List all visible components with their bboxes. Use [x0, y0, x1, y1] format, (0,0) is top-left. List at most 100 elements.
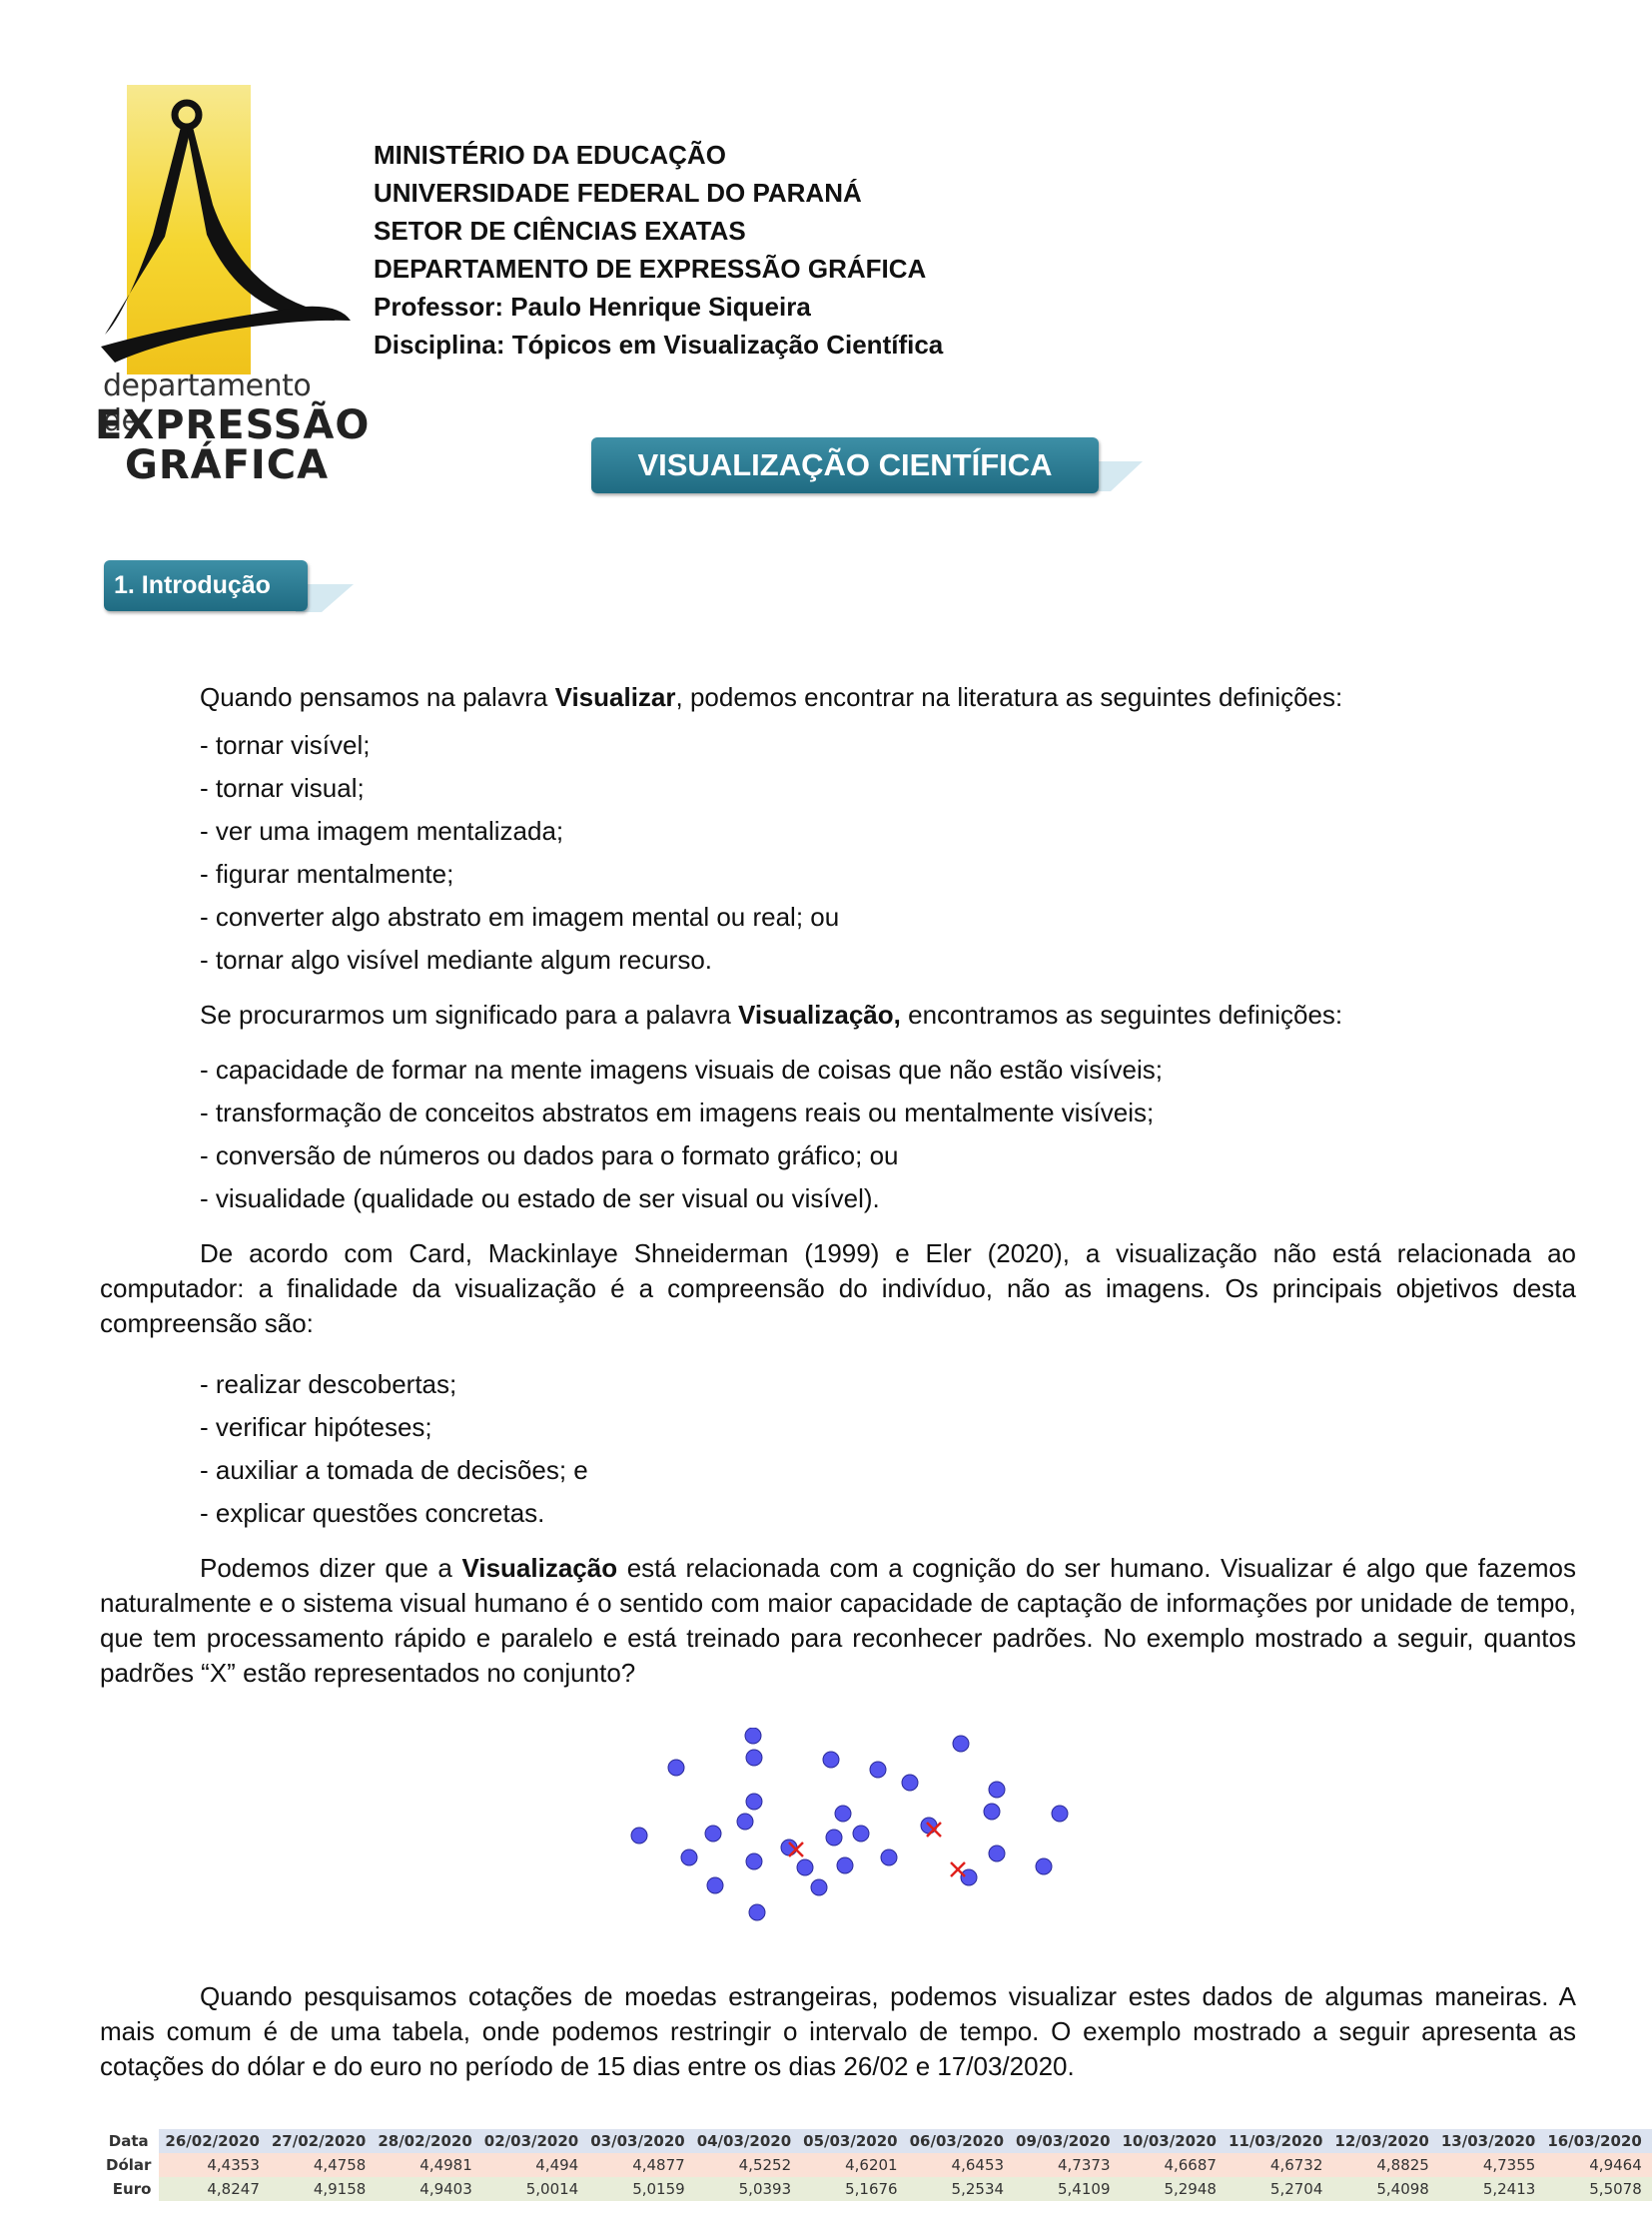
paragraph-4: Podemos dizer que a Visualização está re…	[100, 1551, 1576, 1691]
table-cell: 4,494	[477, 2153, 585, 2177]
text: está relacionada com a cognição do ser h…	[100, 1553, 1576, 1688]
pattern-figure	[630, 1728, 1069, 1921]
table-cell: 4,8247	[159, 2177, 266, 2201]
table-cell: 4,9158	[265, 2177, 373, 2201]
dot-mark	[988, 1844, 1006, 1862]
paragraph-3: De acordo com Card, Mackinlaye Shneiderm…	[100, 1236, 1576, 1341]
list-item: - auxiliar a tomada de decisões; e	[200, 1455, 588, 1485]
list-item: - figurar mentalmente;	[200, 859, 454, 889]
table-cell: 26/02/2020	[159, 2129, 266, 2153]
dot-mark	[1051, 1805, 1069, 1823]
table-cell: 5,0014	[477, 2177, 585, 2201]
table-cell: 5,5078	[1541, 2177, 1648, 2201]
table-cell: 4,8825	[1328, 2153, 1435, 2177]
text: encontramos as seguintes definições:	[900, 1000, 1343, 1030]
dot-mark	[745, 1749, 763, 1767]
bold-term: Visualização	[461, 1553, 618, 1583]
header-line: DEPARTAMENTO DE EXPRESSÃO GRÁFICA	[374, 254, 927, 284]
list-item: - converter algo abstrato em imagem ment…	[200, 902, 840, 932]
department-logo: departamento de EXPRESSÃO GRÁFICA	[95, 85, 369, 488]
dot-mark	[706, 1876, 724, 1894]
list-item: - verificar hipóteses;	[200, 1412, 432, 1442]
table-cell: 4,4353	[159, 2153, 266, 2177]
table-cell: 05/03/2020	[797, 2129, 904, 2153]
dot-mark	[901, 1774, 919, 1792]
text: Se procurarmos um significado para a pal…	[200, 1000, 739, 1030]
table-cell: 5,4109	[1010, 2177, 1117, 2201]
dot-mark	[825, 1829, 843, 1846]
section-banner-tail	[296, 584, 354, 612]
currency-rates-table: Data 26/02/2020 27/02/2020 28/02/2020 02/03/…	[100, 2129, 1652, 2201]
table-cell: 5,0393	[690, 2177, 798, 2201]
row-header: Data	[100, 2129, 160, 2153]
table-cell: 4,5252	[690, 2153, 798, 2177]
section-heading: 1. Introdução	[104, 560, 308, 611]
table-cell: 13/03/2020	[1434, 2129, 1542, 2153]
list-item: - tornar visível;	[200, 730, 371, 760]
dot-mark	[630, 1827, 648, 1844]
table-cell: 4,6687	[1116, 2153, 1223, 2177]
text: Podemos dizer que a	[200, 1553, 462, 1583]
dot-mark	[869, 1761, 887, 1779]
list-item: - realizar descobertas;	[200, 1369, 457, 1399]
logo-text-line3: GRÁFICA	[125, 442, 330, 488]
dot-mark	[667, 1759, 685, 1777]
title-banner-tail	[1085, 461, 1143, 491]
table-cell: 17/03/2020	[1647, 2129, 1652, 2153]
table-cell: 5,0489	[1647, 2153, 1652, 2177]
table-cell: 5,2704	[1222, 2177, 1329, 2201]
table-cell: 4,7355	[1434, 2153, 1542, 2177]
header-line: UNIVERSIDADE FEDERAL DO PARANÁ	[374, 178, 862, 208]
list-item: - transformação de conceitos abstratos e…	[200, 1098, 1155, 1127]
page-title: VISUALIZAÇÃO CIENTÍFICA	[591, 437, 1099, 493]
table-cell: 4,4877	[584, 2153, 691, 2177]
dot-mark	[836, 1856, 854, 1874]
list-item: - tornar algo visível mediante algum rec…	[200, 945, 713, 975]
dot-mark	[988, 1781, 1006, 1799]
dot-mark	[852, 1825, 870, 1843]
x-mark	[788, 1842, 804, 1857]
table-cell: 5,2534	[903, 2177, 1011, 2201]
text: , podemos encontrar na literatura as seg…	[675, 682, 1343, 712]
table-cell: 4,7373	[1010, 2153, 1117, 2177]
dot-mark	[880, 1848, 898, 1866]
table-cell: 06/03/2020	[903, 2129, 1011, 2153]
paragraph-5: Quando pesquisamos cotações de moedas es…	[100, 1979, 1576, 2084]
dot-mark	[736, 1813, 754, 1831]
dot-mark	[810, 1878, 828, 1896]
table-cell: 4,6201	[797, 2153, 904, 2177]
dot-mark	[822, 1751, 840, 1769]
table-cell: 11/03/2020	[1222, 2129, 1329, 2153]
dot-mark	[745, 1852, 763, 1870]
table-row: Data 26/02/2020 27/02/2020 28/02/2020 02/03/…	[100, 2129, 1652, 2153]
header-line: Professor: Paulo Henrique Siqueira	[374, 292, 811, 322]
header-line: SETOR DE CIÊNCIAS EXATAS	[374, 216, 746, 246]
header-line: MINISTÉRIO DA EDUCAÇÃO	[374, 140, 726, 170]
dot-mark	[796, 1858, 814, 1876]
row-header: Euro	[100, 2177, 160, 2201]
table-cell: 4,6453	[903, 2153, 1011, 2177]
dot-mark	[744, 1728, 762, 1745]
table-cell: 12/03/2020	[1328, 2129, 1435, 2153]
dot-mark	[952, 1735, 970, 1753]
table-cell: 5,0159	[584, 2177, 691, 2201]
table-cell: 4,4981	[372, 2153, 478, 2177]
paragraph-1: Quando pensamos na palavra Visualizar, p…	[200, 679, 1342, 715]
dot-mark	[1035, 1857, 1053, 1875]
text: Quando pensamos na palavra	[200, 682, 555, 712]
table-cell: 4,9403	[372, 2177, 478, 2201]
text: Quando pesquisamos cotações de moedas es…	[100, 1981, 1576, 2081]
list-item: - capacidade de formar na mente imagens …	[200, 1055, 1163, 1085]
table-cell: 02/03/2020	[477, 2129, 585, 2153]
table-cell: 5,2413	[1434, 2177, 1542, 2201]
list-item: - ver uma imagem mentalizada;	[200, 816, 564, 846]
table-cell: 4,9464	[1541, 2153, 1648, 2177]
logo-text-line2: EXPRESSÃO	[95, 402, 371, 448]
logo-text-line1: departamento de	[103, 369, 312, 438]
row-header: Dólar	[100, 2153, 160, 2177]
table-cell: 16/03/2020	[1541, 2129, 1648, 2153]
text: De acordo com Card, Mackinlaye Shneiderm…	[100, 1238, 1576, 1338]
table-cell: 4,6732	[1222, 2153, 1329, 2177]
table-cell: 03/03/2020	[584, 2129, 691, 2153]
compass-icon	[101, 99, 351, 363]
